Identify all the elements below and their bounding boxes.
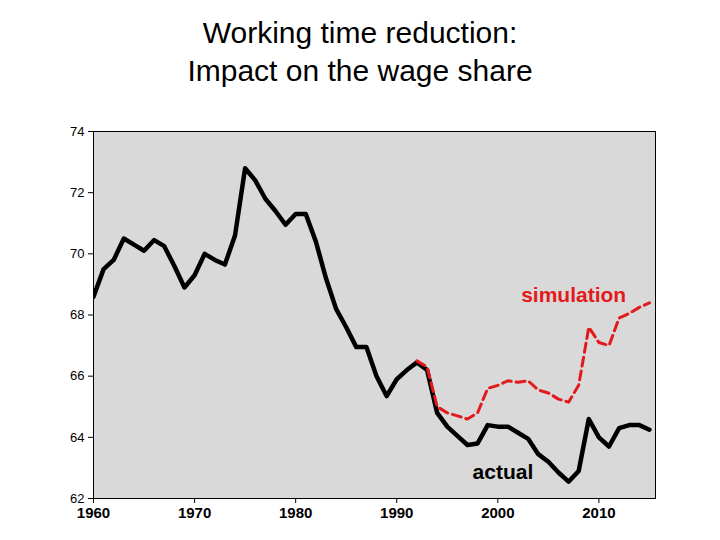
svg-text:62: 62 [70,490,85,506]
html-text:Working time reduction: Impact: Working time reduction: Impact on the wa… [187,16,533,87]
svg-text:68: 68 [70,307,84,322]
svg-text:actual: actual [473,460,534,483]
svg-text:1990: 1990 [380,504,413,521]
svg-text:1960: 1960 [77,504,110,521]
svg-text:66: 66 [70,368,84,383]
svg-text:64: 64 [70,429,84,444]
svg-text:72: 72 [70,185,84,200]
svg-text:simulation: simulation [521,283,626,306]
svg-text:1980: 1980 [279,504,312,521]
svg-text:1970: 1970 [178,504,211,521]
svg-text:74: 74 [70,124,84,139]
svg-text:2000: 2000 [481,504,514,521]
svg-text:2010: 2010 [582,504,615,521]
svg-text:70: 70 [70,246,84,261]
